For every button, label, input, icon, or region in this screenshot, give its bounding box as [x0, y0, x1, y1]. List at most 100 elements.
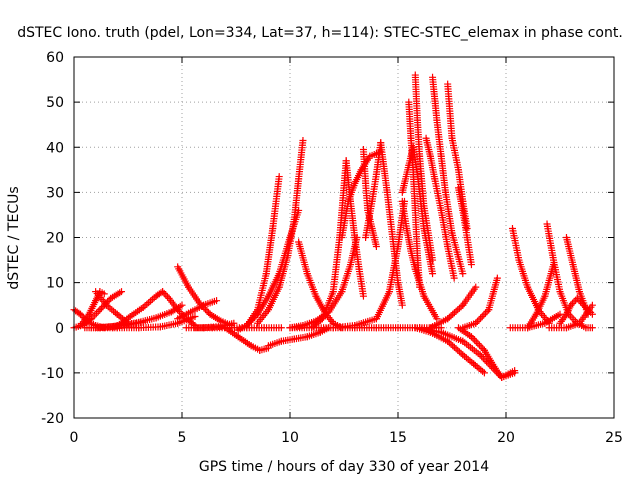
data-point	[469, 334, 477, 342]
data-point	[100, 290, 108, 298]
data-point	[445, 339, 453, 347]
series-21	[342, 157, 367, 300]
data-point	[299, 136, 307, 144]
x-tick-label: 15	[389, 430, 407, 446]
data-point	[478, 353, 486, 361]
data-point	[275, 173, 283, 181]
data-point	[447, 340, 455, 348]
data-point	[437, 324, 445, 332]
x-tick-label: 10	[281, 430, 299, 446]
data-point	[454, 346, 462, 354]
data-point	[457, 303, 465, 311]
data-point	[163, 293, 171, 301]
series-19	[308, 157, 350, 332]
series-39	[426, 283, 480, 332]
data-point	[475, 316, 483, 324]
data-point	[162, 291, 170, 299]
data-point	[483, 307, 491, 315]
data-point	[472, 283, 480, 291]
series-34	[454, 184, 475, 269]
y-tick-label: -10	[41, 366, 64, 382]
data-point	[455, 348, 463, 356]
data-point	[472, 338, 480, 346]
data-point	[76, 310, 84, 318]
data-point	[570, 316, 578, 324]
data-point	[398, 301, 406, 309]
x-axis-label: GPS time / hours of day 330 of year 2014	[199, 459, 489, 475]
data-point	[478, 312, 486, 320]
series-48	[191, 324, 285, 332]
data-point	[160, 289, 168, 297]
y-tick-label: -20	[41, 411, 64, 427]
data-point	[124, 314, 132, 322]
data-point	[118, 288, 126, 296]
data-point	[473, 318, 481, 326]
data-point	[429, 270, 437, 278]
x-tick-label: 25	[605, 430, 623, 446]
data-point	[588, 324, 596, 332]
data-point	[556, 310, 564, 318]
series-40	[508, 224, 553, 327]
data-point	[493, 274, 501, 282]
data-point	[96, 306, 104, 314]
data-point	[570, 298, 578, 306]
y-tick-label: 50	[46, 95, 64, 111]
data-point	[197, 301, 205, 309]
data-point	[452, 307, 460, 315]
data-point	[359, 292, 367, 300]
data-point	[213, 297, 221, 305]
data-point	[480, 369, 488, 377]
data-point	[372, 243, 380, 251]
data-point	[94, 308, 102, 316]
data-point	[450, 274, 458, 282]
series-38	[459, 274, 501, 332]
data-point	[139, 318, 147, 326]
series-47	[286, 324, 445, 332]
data-point	[467, 261, 475, 269]
data-point	[479, 345, 487, 353]
data-point	[444, 337, 452, 345]
data-point	[200, 304, 208, 312]
data-point	[459, 270, 467, 278]
data-point	[450, 343, 458, 351]
data-point	[191, 312, 199, 320]
data-point	[479, 354, 487, 362]
data-point	[477, 314, 485, 322]
series-22	[338, 148, 385, 241]
data-point	[452, 345, 460, 353]
data-point	[467, 333, 475, 341]
y-tick-label: 40	[46, 140, 64, 156]
data-point	[476, 341, 484, 349]
data-point	[471, 336, 479, 344]
data-point	[444, 315, 452, 323]
x-tick-label: 20	[497, 430, 515, 446]
data-point	[511, 369, 519, 377]
data-point	[472, 319, 480, 327]
data-point	[480, 311, 488, 319]
data-point	[178, 301, 186, 309]
y-tick-label: 20	[46, 231, 64, 247]
data-point	[195, 299, 203, 307]
data-point	[230, 319, 238, 327]
data-point	[567, 301, 575, 309]
data-series	[70, 71, 596, 381]
data-point	[568, 314, 576, 322]
data-point	[476, 351, 484, 359]
data-point	[449, 342, 457, 350]
tick-labels: 0 5 10 15 20 25 -20 -10 0 10 20 30 40 50 60	[41, 50, 623, 446]
series-9	[87, 318, 147, 332]
data-point	[454, 306, 462, 314]
data-point	[568, 299, 576, 307]
y-axis-label: dSTEC / TECUs	[6, 186, 22, 289]
series-46	[545, 301, 596, 332]
data-point	[477, 343, 485, 351]
data-point	[481, 309, 489, 317]
data-point	[203, 307, 211, 315]
data-point	[457, 349, 465, 357]
y-tick-label: 0	[55, 321, 64, 337]
data-point	[445, 313, 453, 321]
x-tick-label: 5	[178, 430, 187, 446]
plot-frame	[73, 56, 615, 419]
data-point	[416, 283, 424, 291]
